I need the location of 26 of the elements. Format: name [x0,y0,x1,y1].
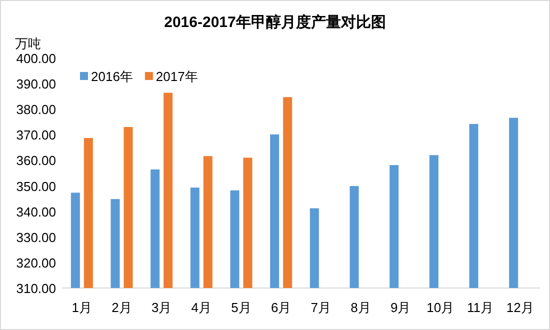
x-tick-label: 9月 [390,300,411,315]
y-axis-title: 万吨 [15,36,41,51]
y-tick-label: 350.00 [16,178,56,194]
x-tick-label: 4月 [191,300,212,315]
x-tick-label: 11月 [467,300,494,315]
y-tick-label: 370.00 [16,128,56,143]
y-tick-label: 310.00 [16,281,56,296]
x-tick-label: 7月 [310,300,332,315]
x-tick-label: 6月 [270,300,292,315]
x-tick-label: 8月 [350,300,371,315]
y-tick-label: 320.00 [16,255,56,270]
y-tick-label: 380.00 [16,102,56,118]
y-tick-label: 390.00 [16,76,56,92]
legend-label: 2017年 [156,69,198,84]
x-tick-label: 1月 [72,300,92,315]
x-tick-label: 12月 [506,300,534,315]
legend-label: 2016年 [91,69,133,84]
y-tick-label: 330.00 [16,230,56,245]
y-tick-label: 400.00 [16,51,56,66]
y-tick-label: 360.00 [16,153,56,168]
x-tick-label: 10月 [426,300,454,315]
x-tick-label: 3月 [151,300,172,315]
x-tick-label: 5月 [231,300,252,315]
chart-title: 2016-2017年甲醇月度产量对比图 [164,13,386,31]
y-tick-label: 340.00 [16,204,56,220]
x-tick-label: 2月 [112,300,132,315]
